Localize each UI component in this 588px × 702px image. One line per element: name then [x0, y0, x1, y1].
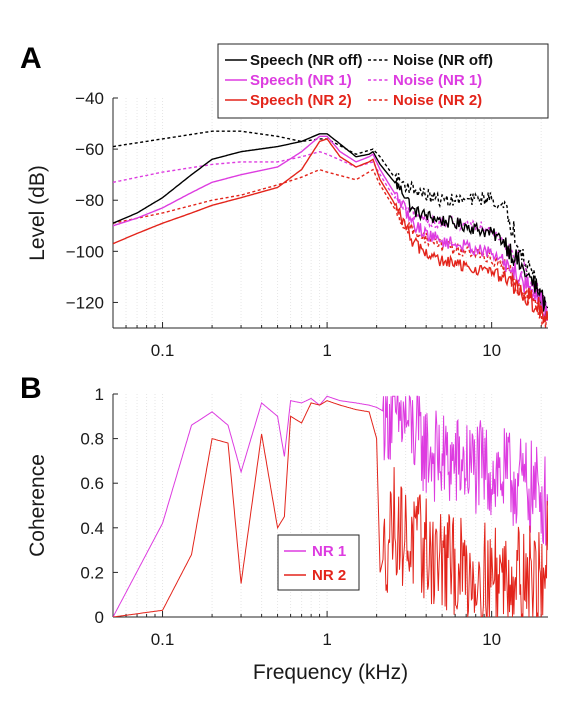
legend-label: Speech (NR 1) — [250, 72, 352, 89]
y-tick-label: 0.8 — [80, 430, 104, 449]
series-line-speech-nr-off — [113, 133, 548, 318]
y-tick-label: 0.4 — [80, 519, 104, 538]
x-tick-label: 10 — [482, 341, 501, 360]
x-tick-label: 10 — [482, 630, 501, 649]
y-tick-label: −80 — [75, 191, 104, 210]
x-grid — [112, 98, 542, 328]
legend-label: NR 1 — [312, 543, 346, 560]
legend-label: NR 2 — [312, 567, 346, 584]
legend-label: Noise (NR off) — [393, 52, 493, 69]
legend-box — [217, 43, 549, 119]
x-axis-label: Frequency (kHz) — [253, 661, 408, 684]
y-tick-label: −40 — [75, 89, 104, 108]
y-axis-label: Coherence — [26, 454, 49, 557]
legend: NR 1 NR 2 — [277, 534, 360, 591]
legend-label: Noise (NR 1) — [393, 72, 482, 89]
legend-box — [277, 534, 360, 591]
x-tick-label: 0.1 — [151, 341, 175, 360]
y-tick-label: −100 — [66, 242, 104, 261]
legend: Speech (NR off) Noise (NR off) Speech (NR … — [217, 43, 549, 119]
legend-label: Speech (NR off) — [250, 52, 363, 69]
y-tick-label: 0.2 — [80, 563, 104, 582]
y-tick-label: 0 — [95, 608, 104, 627]
x-tick-label: 1 — [322, 341, 331, 360]
x-tick-label: 1 — [322, 630, 331, 649]
legend-label: Noise (NR 2) — [393, 92, 482, 109]
series-line-nr-1 — [113, 394, 548, 617]
series-line-noise-nr-2 — [113, 168, 548, 328]
x-tick-label: 0.1 — [151, 630, 175, 649]
panel-a-level-plot: 0.1 1 10 −40 −60 −80 −100 −120 Level (dB) Speech … — [26, 43, 549, 360]
y-tick-label: 1 — [95, 385, 104, 404]
y-tick-label: −120 — [66, 293, 104, 312]
panel-b-coherence-plot: 0.1 1 10 0 0.2 0.4 0.6 0.8 1 Coherence Frequency (… — [26, 385, 548, 684]
series-line-noise-nr-off — [113, 130, 548, 309]
panel-b-label: B — [20, 372, 42, 405]
panel-a-label: A — [20, 42, 42, 75]
series-line-speech-nr-2 — [113, 138, 548, 324]
y-axis-label: Level (dB) — [26, 165, 49, 261]
y-tick-label: 0.6 — [80, 474, 104, 493]
y-tick-label: −60 — [75, 140, 104, 159]
series-line-noise-nr-1 — [113, 150, 548, 321]
series-line-speech-nr-1 — [113, 135, 548, 319]
series-line-nr-2 — [113, 400, 548, 617]
legend-label: Speech (NR 2) — [250, 92, 352, 109]
